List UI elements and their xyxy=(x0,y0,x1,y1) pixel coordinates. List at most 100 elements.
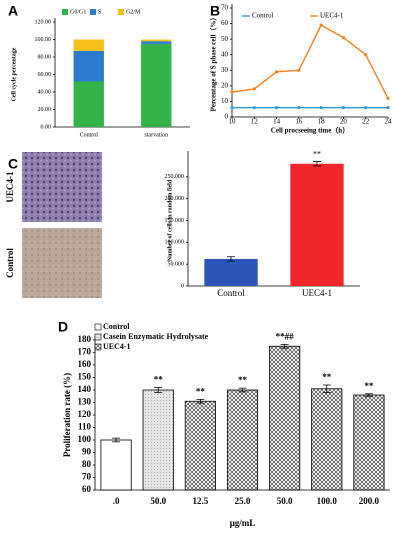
error-bar xyxy=(364,393,373,397)
legend-label: S xyxy=(98,9,101,15)
legend-label: Control xyxy=(252,12,273,20)
y-axis-label: Proliferation rate (%) xyxy=(62,373,72,457)
y-tick-label: 120 xyxy=(78,409,92,419)
legend-swatch xyxy=(94,323,102,331)
panel-letter: A xyxy=(8,3,18,19)
marker xyxy=(341,106,346,110)
marker xyxy=(230,90,234,94)
legend-swatch xyxy=(90,9,96,15)
bar xyxy=(73,81,104,127)
y-tick-label: 0.00 xyxy=(41,124,52,130)
y-tick-label: 90 xyxy=(82,447,92,457)
x-tick-label: 12.5 xyxy=(192,496,208,506)
y-tick-label: 20.00 xyxy=(38,107,52,113)
annotation: ** xyxy=(196,386,206,396)
marker xyxy=(319,106,323,110)
y-tick-label: 180 xyxy=(78,334,92,344)
legend-swatch xyxy=(62,9,68,15)
y-tick-label: 60 xyxy=(82,484,92,494)
x-tick-label: 50.0 xyxy=(150,496,166,506)
y-tick-label: 130 xyxy=(78,397,92,407)
x-tick-label: 14 xyxy=(273,118,281,126)
bar xyxy=(141,41,172,44)
annotation: ** xyxy=(313,149,321,158)
bar xyxy=(73,50,104,82)
marker xyxy=(252,87,256,91)
bar xyxy=(142,389,174,491)
marker xyxy=(297,106,301,110)
x-tick-label: 100.0 xyxy=(317,496,338,506)
y-tick-label: 200.000 xyxy=(165,196,185,202)
bar xyxy=(353,394,385,491)
y-tick-label: 140 xyxy=(78,384,92,394)
error-bar xyxy=(227,256,235,262)
line xyxy=(231,24,389,99)
error-bar xyxy=(280,343,289,349)
y-tick-label: 70 xyxy=(82,472,92,482)
x-tick-label: 24 xyxy=(385,118,393,126)
y-tick-label: 70 xyxy=(221,4,229,12)
x-tick-label: Control xyxy=(80,132,99,138)
annotation: ** xyxy=(322,372,332,382)
marker xyxy=(364,106,368,110)
annotation: **## xyxy=(276,331,295,341)
marker xyxy=(274,70,279,74)
error-bar xyxy=(313,161,321,167)
y-tick-label: 110 xyxy=(78,422,92,432)
x-tick-label: 18 xyxy=(318,118,326,126)
error-bar xyxy=(196,398,205,404)
panel-letter: B xyxy=(210,3,220,19)
y-tick-label: 0 xyxy=(225,113,229,121)
y-tick-label: 10 xyxy=(221,97,229,105)
y-tick-label: 60.00 xyxy=(38,72,52,78)
y-tick-label: 60 xyxy=(221,19,229,27)
y-tick-label: 150 xyxy=(78,372,92,382)
x-tick-label: 50.0 xyxy=(277,496,293,506)
x-axis-label: Cell procseeing time（h） xyxy=(271,127,349,135)
x-tick-label: UEC4-1 xyxy=(302,288,332,298)
x-tick-label: 20 xyxy=(340,118,348,126)
x-tick-label: 22 xyxy=(362,118,370,126)
x-tick-label: 12 xyxy=(251,118,259,126)
panel-letter: D xyxy=(58,319,68,335)
x-tick-label: Control xyxy=(217,288,245,298)
bar xyxy=(100,439,132,491)
y-tick-label: 170 xyxy=(78,347,92,357)
image-label: UEC4-1 xyxy=(5,171,15,202)
y-axis-label: Number of cells in random field xyxy=(167,179,173,261)
y-axis-label: Cell cycle percentage xyxy=(11,47,17,101)
image-label: Control xyxy=(5,248,15,278)
marker xyxy=(364,53,368,57)
micrograph xyxy=(22,152,102,222)
axes xyxy=(231,4,388,118)
y-tick-label: 150.000 xyxy=(165,218,185,224)
legend-label: G2/M xyxy=(126,9,141,15)
y-tick-label: 80 xyxy=(82,459,92,469)
bar xyxy=(73,39,104,51)
micrograph xyxy=(22,228,102,298)
y-tick-label: 0 xyxy=(181,283,184,289)
legend-label: Control xyxy=(103,322,130,331)
legend-swatch xyxy=(118,9,124,15)
legend-label: UEC4-1 xyxy=(103,342,131,351)
marker xyxy=(341,35,346,40)
bar xyxy=(141,43,172,127)
legend-swatch xyxy=(94,333,102,341)
legend-swatch xyxy=(94,343,102,351)
error-bar xyxy=(238,387,247,393)
y-tick-label: 50 xyxy=(221,35,229,43)
bar xyxy=(311,388,343,491)
marker xyxy=(386,96,390,100)
y-tick-label: 30 xyxy=(221,66,229,74)
annotation: ** xyxy=(154,375,164,385)
marker xyxy=(274,106,279,110)
y-tick-label: 160 xyxy=(78,359,92,369)
bar xyxy=(204,258,258,286)
x-axis-label: μg/mL xyxy=(230,518,256,528)
y-tick-label: 100 xyxy=(78,434,92,444)
bar xyxy=(141,39,172,42)
y-tick-label: 20 xyxy=(221,81,229,89)
y-tick-label: 100.000 xyxy=(165,240,185,246)
bar xyxy=(226,389,259,491)
